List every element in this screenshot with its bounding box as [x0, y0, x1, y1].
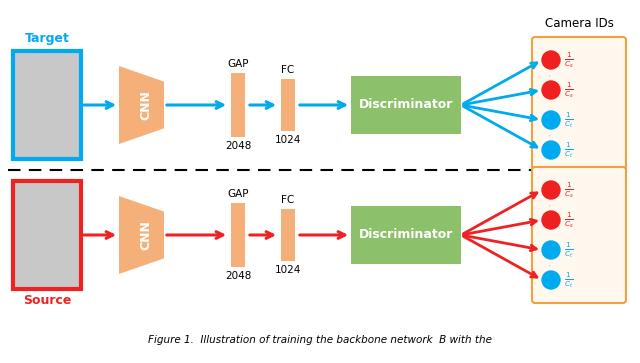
Text: $\frac{1}{C_t}$: $\frac{1}{C_t}$	[564, 240, 573, 260]
Circle shape	[542, 81, 560, 99]
Circle shape	[542, 141, 560, 159]
Text: $\frac{1}{C_s}$: $\frac{1}{C_s}$	[564, 180, 574, 200]
Text: Source: Source	[23, 294, 71, 307]
FancyBboxPatch shape	[13, 181, 81, 289]
Polygon shape	[119, 196, 164, 274]
Text: $\frac{1}{C_s}$: $\frac{1}{C_s}$	[564, 210, 574, 230]
Text: Camera IDs: Camera IDs	[545, 17, 613, 30]
Circle shape	[542, 211, 560, 229]
Polygon shape	[119, 66, 164, 144]
Text: $\frac{1}{C_t}$: $\frac{1}{C_t}$	[564, 270, 573, 290]
Text: GAP: GAP	[227, 189, 249, 199]
FancyBboxPatch shape	[231, 203, 245, 267]
Circle shape	[542, 181, 560, 199]
Text: 1024: 1024	[275, 135, 301, 145]
Text: GAP: GAP	[227, 59, 249, 69]
Text: ·  ·  ·: · · ·	[547, 126, 556, 144]
Text: ·  ·  ·: · · ·	[547, 196, 556, 214]
Text: $\frac{1}{C_t}$: $\frac{1}{C_t}$	[564, 110, 573, 130]
FancyBboxPatch shape	[231, 73, 245, 137]
Text: $\frac{1}{C_s}$: $\frac{1}{C_s}$	[564, 80, 574, 100]
Text: ·  ·  ·: · · ·	[547, 256, 556, 274]
FancyBboxPatch shape	[281, 209, 295, 261]
Circle shape	[542, 111, 560, 129]
FancyBboxPatch shape	[13, 51, 81, 159]
Circle shape	[542, 241, 560, 259]
Text: CNN: CNN	[140, 90, 152, 120]
FancyBboxPatch shape	[532, 167, 626, 303]
Text: Figure 1.  Illustration of training the backbone network  B with the: Figure 1. Illustration of training the b…	[148, 335, 492, 345]
Circle shape	[542, 51, 560, 69]
Circle shape	[542, 271, 560, 289]
Text: CNN: CNN	[140, 220, 152, 250]
Text: ·  ·  ·: · · ·	[547, 66, 556, 84]
FancyBboxPatch shape	[351, 206, 461, 264]
Text: $\frac{1}{C_t}$: $\frac{1}{C_t}$	[564, 140, 573, 160]
Text: Target: Target	[24, 32, 69, 45]
Text: 2048: 2048	[225, 141, 251, 151]
Text: Discriminator: Discriminator	[359, 98, 453, 111]
Text: 1024: 1024	[275, 265, 301, 275]
Text: FC: FC	[282, 195, 294, 205]
FancyBboxPatch shape	[281, 79, 295, 131]
Text: $\frac{1}{C_s}$: $\frac{1}{C_s}$	[564, 50, 574, 70]
FancyBboxPatch shape	[532, 37, 626, 173]
Text: Discriminator: Discriminator	[359, 228, 453, 241]
FancyBboxPatch shape	[351, 76, 461, 134]
Text: 2048: 2048	[225, 271, 251, 281]
Text: FC: FC	[282, 65, 294, 75]
